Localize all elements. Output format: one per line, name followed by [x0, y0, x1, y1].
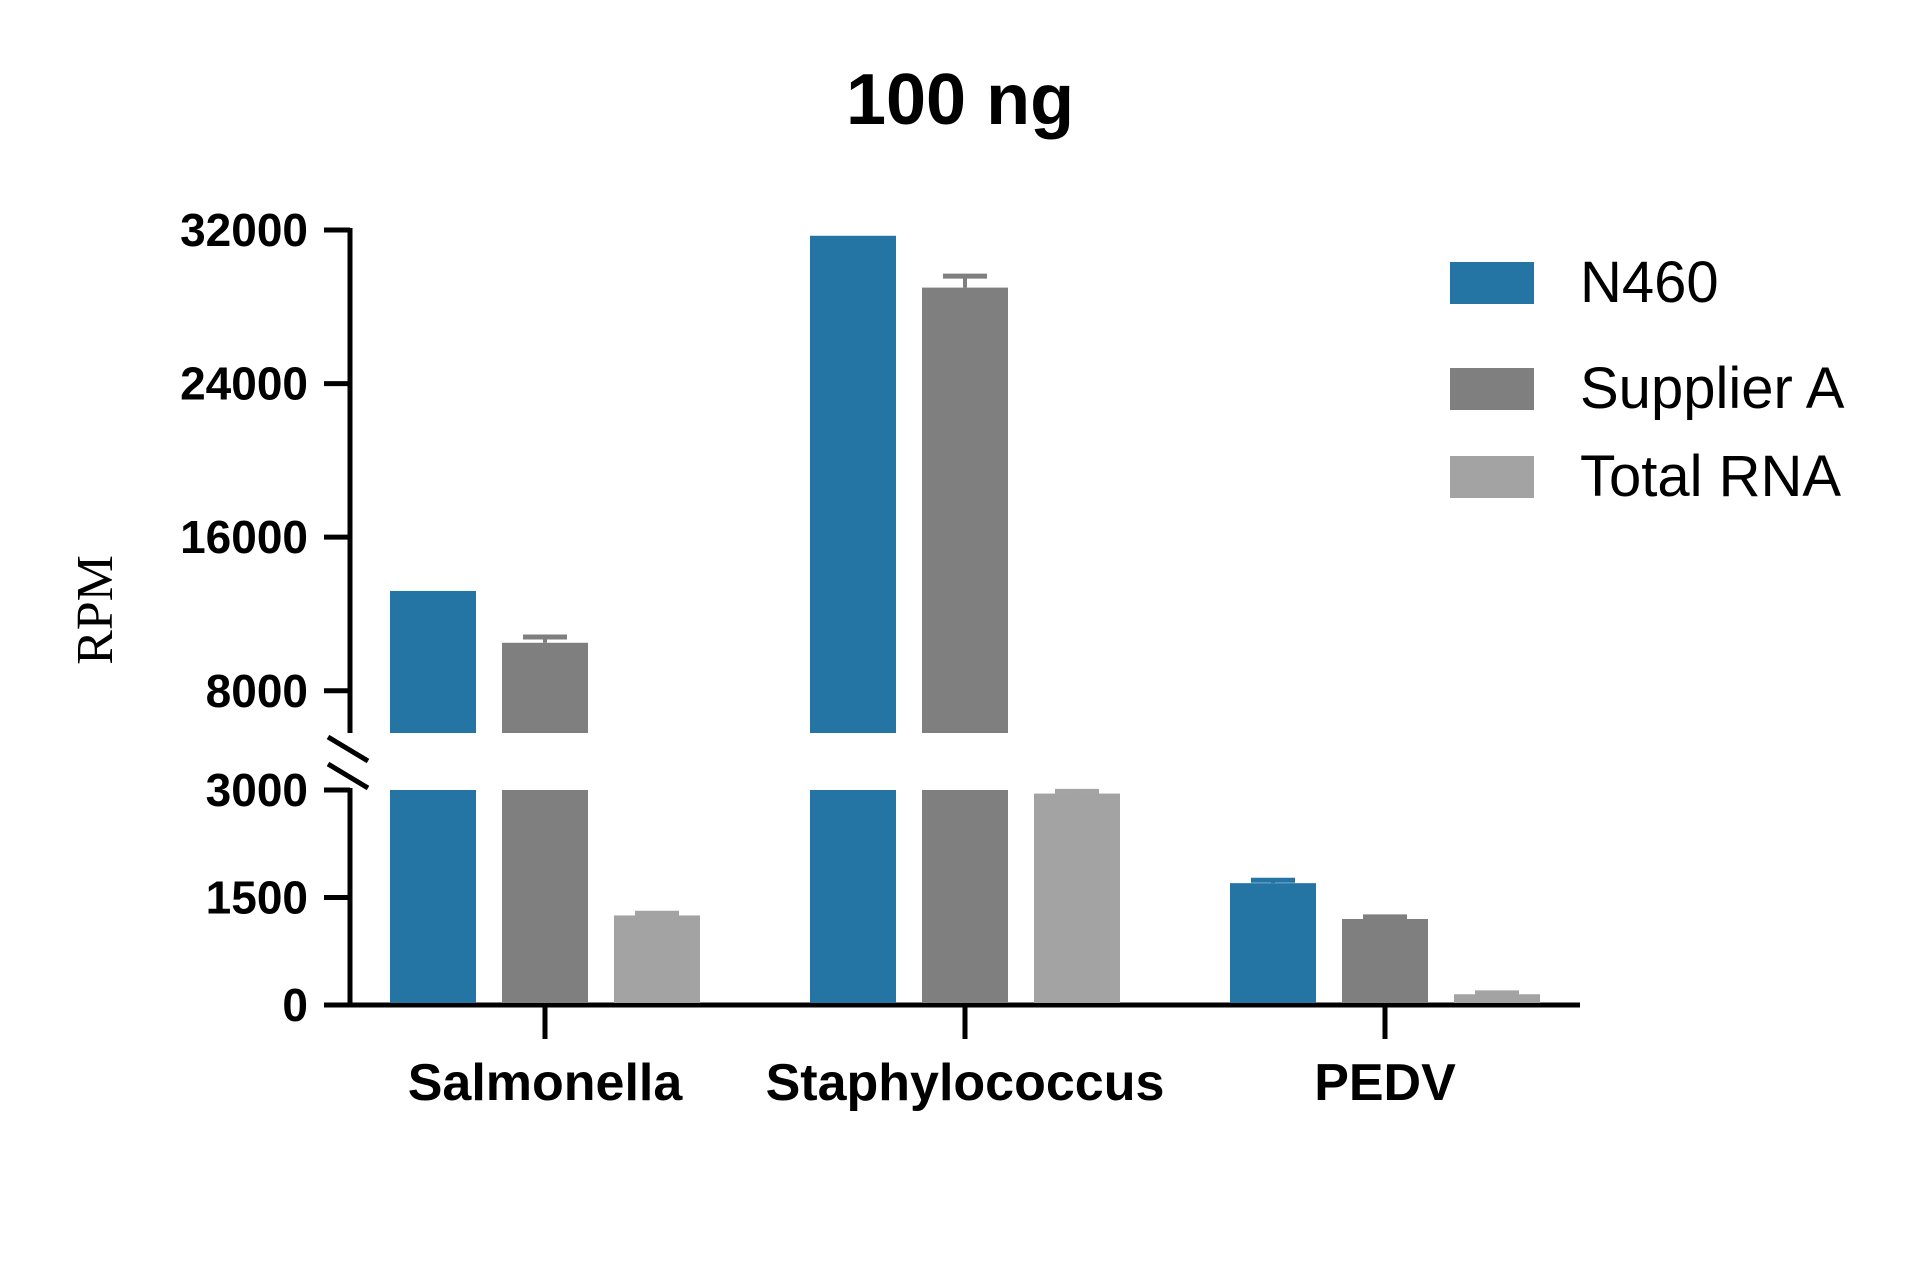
- y-axis-label: RPM: [67, 555, 124, 665]
- y-tick-label: 24000: [180, 358, 308, 410]
- legend-label: N460: [1580, 250, 1719, 315]
- bar: [502, 790, 588, 1003]
- y-tick-label: 8000: [206, 665, 308, 717]
- axis-break-mark-lower: [326, 761, 370, 791]
- x-tick-labels: Salmonella Staphylococcus PEDV: [408, 1054, 1456, 1112]
- legend-label: Supplier A: [1580, 356, 1845, 421]
- bar: [390, 790, 476, 1003]
- bar-upper-segment: [810, 235, 896, 734]
- bar-upper-segment: [390, 590, 476, 733]
- x-tick-label: Staphylococcus: [766, 1054, 1165, 1112]
- axis-break-mark-upper: [326, 734, 370, 764]
- bar: [1342, 919, 1428, 1003]
- bar-upper-segment: [502, 642, 588, 733]
- bar-upper-segment: [922, 287, 1008, 733]
- bar: [1454, 994, 1540, 1003]
- y-tick-label: 16000: [180, 511, 308, 563]
- bar: [1230, 883, 1316, 1003]
- y-tick-label: 3000: [206, 764, 308, 816]
- legend-swatch: [1450, 456, 1534, 498]
- x-tick-label: PEDV: [1314, 1054, 1456, 1112]
- y-tick-labels: 0 1500 3000 8000 16000 24000 32000: [180, 204, 308, 1031]
- bar: [922, 790, 1008, 1003]
- axes: [324, 227, 1580, 1039]
- bar: [810, 790, 896, 1003]
- bars: [390, 235, 1540, 1003]
- legend: N460 Supplier A Total RNA: [1450, 250, 1845, 509]
- y-tick-label: 0: [282, 979, 308, 1031]
- y-tick-label: 32000: [180, 204, 308, 256]
- legend-label: Total RNA: [1580, 444, 1841, 509]
- bar: [614, 915, 700, 1003]
- x-tick-label: Salmonella: [408, 1054, 684, 1112]
- legend-swatch: [1450, 262, 1534, 304]
- legend-swatch: [1450, 368, 1534, 410]
- chart-title: 100 ng: [846, 60, 1074, 140]
- y-tick-label: 1500: [206, 872, 308, 924]
- bar: [1034, 793, 1120, 1003]
